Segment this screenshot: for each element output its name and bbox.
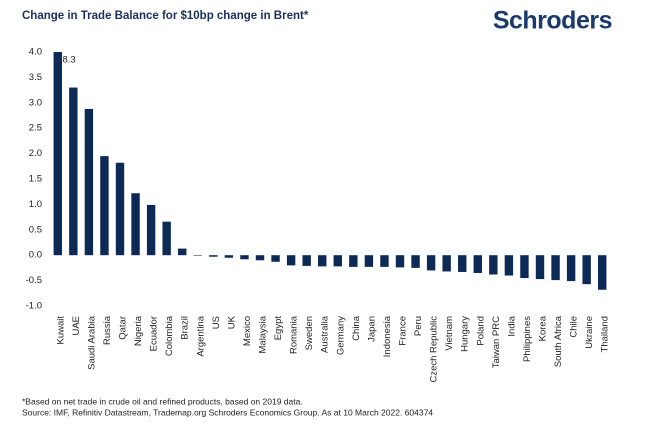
bar <box>131 193 140 256</box>
x-tick-label: Poland <box>475 316 486 346</box>
x-tick-label: Sweden <box>304 316 315 350</box>
y-tick-label: -1.0 <box>26 301 42 312</box>
x-tick-label: Ukraine <box>584 316 595 349</box>
bar <box>286 255 296 266</box>
bar <box>426 255 436 271</box>
bar <box>162 221 171 256</box>
bar <box>178 248 187 256</box>
x-tick-label: Russia <box>102 315 113 345</box>
x-tick-label: Korea <box>538 315 549 341</box>
x-tick-label: France <box>398 316 409 346</box>
footnote: Source: IMF, Refinitiv Datastream, Trade… <box>22 407 433 417</box>
x-tick-label: South Africa <box>553 315 564 367</box>
bar <box>598 255 607 290</box>
x-tick-label: Philippines <box>522 316 533 362</box>
x-tick-label: Australia <box>320 315 331 353</box>
x-tick-label: Ecuador <box>149 316 160 351</box>
bar <box>504 255 514 276</box>
x-tick-label: Nigeria <box>133 315 144 346</box>
bar <box>442 255 451 272</box>
x-tick-label: Vietnam <box>444 316 455 351</box>
bar <box>582 255 591 285</box>
y-tick-label: 0.0 <box>29 250 42 261</box>
bar <box>84 108 94 256</box>
y-tick-label: 4.0 <box>29 47 42 58</box>
footnote: *Based on net trade in crude oil and ref… <box>22 396 303 406</box>
bar <box>302 255 311 266</box>
bar <box>318 255 327 267</box>
y-tick-label: 3.0 <box>29 97 42 108</box>
bar <box>255 255 265 261</box>
bar <box>209 255 218 257</box>
x-tick-label: Thailand <box>600 316 611 352</box>
bar <box>411 255 420 268</box>
bar <box>240 255 249 260</box>
bar <box>349 255 358 267</box>
bar <box>380 255 389 267</box>
logo: Schroders <box>493 7 612 35</box>
x-tick-label: Colombia <box>164 315 175 356</box>
chart-title: Change in Trade Balance for $10bp change… <box>22 10 309 22</box>
bar <box>100 156 109 256</box>
y-tick-label: 1.0 <box>29 199 42 210</box>
x-tick-label: China <box>351 315 362 341</box>
x-tick-label: Qatar <box>118 316 129 340</box>
y-tick-label: -0.5 <box>26 275 42 286</box>
bar <box>193 255 202 256</box>
x-tick-label: Hungary <box>460 316 471 352</box>
bar <box>69 87 78 256</box>
bar <box>489 255 498 275</box>
bar <box>551 255 560 281</box>
data-label: 8.3 <box>62 55 75 66</box>
bar <box>395 255 405 268</box>
bar <box>473 255 482 273</box>
y-tick-label: 3.5 <box>29 72 42 83</box>
bar <box>224 255 234 258</box>
x-tick-label: Brazil <box>180 316 191 340</box>
x-tick-label: UK <box>226 315 237 329</box>
bar <box>271 255 280 262</box>
y-tick-label: 2.0 <box>29 148 42 159</box>
x-tick-label: UAE <box>71 316 82 336</box>
bar <box>333 255 342 267</box>
x-tick-label: India <box>506 315 517 336</box>
y-tick-label: 2.5 <box>29 123 42 134</box>
x-tick-label: Peru <box>413 316 424 336</box>
bars <box>53 52 607 290</box>
bar <box>115 162 125 256</box>
x-tick-label: Saudi Arabia <box>86 315 97 370</box>
x-tick-label: Japan <box>366 316 377 342</box>
x-tick-label: Malaysia <box>258 315 269 353</box>
bar <box>146 204 156 256</box>
x-tick-label: Taiwan PRC <box>491 316 502 368</box>
bar <box>53 52 62 256</box>
bar <box>520 255 529 279</box>
bar <box>535 255 545 280</box>
x-tick-label: Egypt <box>273 316 284 341</box>
x-tick-label: Mexico <box>242 316 253 346</box>
x-tick-label: Romania <box>289 315 300 354</box>
bar <box>458 255 467 272</box>
x-tick-label: Kuwait <box>55 316 66 345</box>
x-tick-label: US <box>211 316 222 329</box>
x-tick-label: Germany <box>335 316 346 355</box>
x-tick-label: Czech Republic <box>429 316 440 383</box>
x-tick-label: Argentina <box>195 315 206 356</box>
y-tick-label: 0.5 <box>29 224 42 235</box>
bar <box>364 255 374 267</box>
x-tick-label: Chile <box>569 316 580 338</box>
bar <box>566 255 576 282</box>
x-tick-label: Indonesia <box>382 315 393 357</box>
y-tick-label: 1.5 <box>29 174 42 185</box>
